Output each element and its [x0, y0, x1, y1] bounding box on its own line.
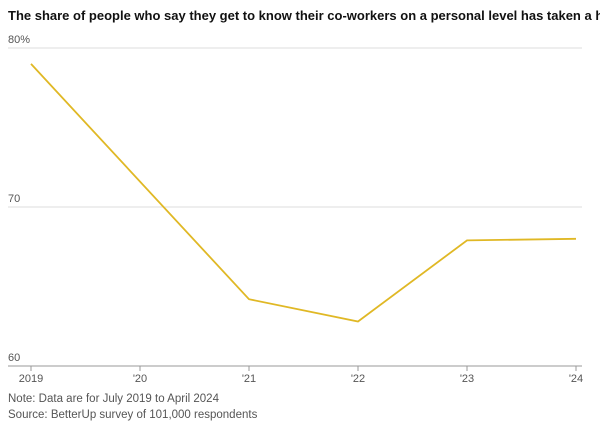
line — [30, 63, 577, 323]
x-tick-label: '24 — [569, 373, 583, 385]
x-tick-label: '23 — [460, 373, 474, 385]
chart-title: The share of people who say they get to … — [8, 8, 600, 23]
x-tick-label: '22 — [351, 373, 365, 385]
y-tick-label: 60 — [8, 352, 20, 364]
source: Source: BetterUp survey of 101,000 respo… — [8, 409, 258, 421]
note: Note: Data are for July 2019 to April 20… — [8, 393, 220, 405]
y-tick-label: 70 — [8, 193, 20, 205]
x-tick-label: 2019 — [19, 373, 43, 385]
y-tick-label: 80% — [8, 34, 30, 46]
x-tick-label: '20 — [133, 373, 147, 385]
x-tick-label: '21 — [242, 373, 256, 385]
